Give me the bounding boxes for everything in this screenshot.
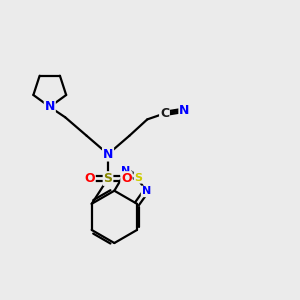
Text: S: S	[103, 172, 112, 185]
Text: S: S	[134, 173, 142, 183]
Text: O: O	[121, 172, 132, 185]
Text: O: O	[84, 172, 95, 185]
Text: N: N	[45, 100, 55, 113]
Text: N: N	[179, 104, 190, 117]
Text: C: C	[160, 107, 169, 120]
Text: N: N	[103, 148, 113, 161]
Text: N: N	[121, 166, 130, 176]
Text: N: N	[142, 186, 151, 197]
